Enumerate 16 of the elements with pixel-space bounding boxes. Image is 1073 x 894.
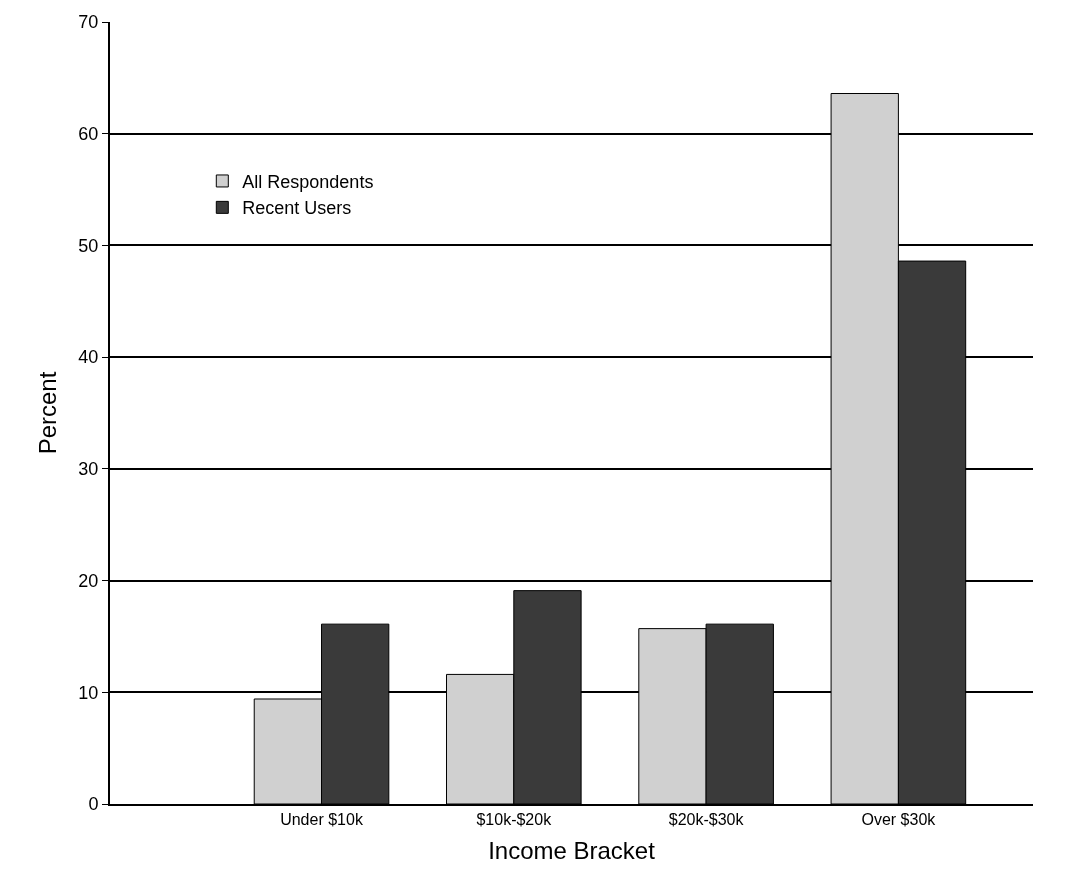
y-tick-label: 50 bbox=[78, 235, 99, 256]
y-tick-label: 0 bbox=[88, 794, 99, 815]
y-tick-label: 10 bbox=[78, 682, 99, 703]
x-tick-label: Under $10k bbox=[280, 811, 364, 829]
legend-label: Recent Users bbox=[242, 198, 352, 219]
x-tick-label: Over $30k bbox=[861, 811, 937, 829]
x-tick-label: $10k-$20k bbox=[476, 811, 553, 829]
y-tick-label: 70 bbox=[78, 12, 99, 33]
y-tick-label: 40 bbox=[78, 347, 99, 368]
y-tick-label: 60 bbox=[78, 124, 99, 145]
y-axis-title: Percent bbox=[33, 371, 61, 455]
x-tick-label: $20k-$30k bbox=[668, 811, 745, 829]
legend-label: All Respondents bbox=[242, 171, 374, 192]
x-axis-title: Income Bracket bbox=[488, 837, 656, 864]
y-tick-label: 30 bbox=[78, 459, 99, 480]
y-tick-label: 20 bbox=[78, 570, 99, 591]
